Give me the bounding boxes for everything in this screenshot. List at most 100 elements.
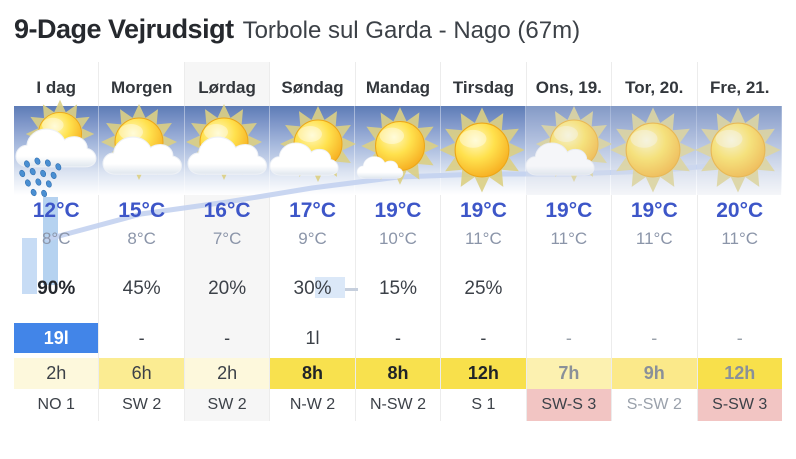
low-temp: 8°C (41, 229, 71, 248)
high-temp: 17°C (289, 199, 336, 222)
sun-hours-cell: 8h (355, 358, 442, 389)
day-header[interactable]: Ons, 19. (527, 62, 613, 106)
wind-cell: S 1 (441, 389, 527, 421)
sun-with-cloud-icon (270, 108, 355, 195)
wind-cell: S-SW 2 (612, 389, 698, 421)
precip-probability-cell (698, 265, 782, 322)
precip-amount-row: 19l - - 1l - - - - - (14, 322, 782, 358)
day-header[interactable]: Tirsdag (441, 62, 527, 106)
day-header[interactable]: Fre, 21. (709, 78, 770, 97)
sun-hours-row: 2h 6h 2h 8h 8h 12h 7h 9h 12h (14, 358, 782, 389)
day-header[interactable]: Tor, 20. (612, 62, 698, 106)
sun-hours-cell: 12h (441, 358, 527, 389)
high-temp: 15°C (118, 199, 166, 222)
temperature-cell: 17°C 9°C (270, 195, 356, 265)
temperature-cell: 19°C 11°C (527, 195, 613, 265)
day-header[interactable]: Mandag (356, 62, 442, 106)
temperature-cell: 19°C 11°C (612, 195, 698, 265)
sun-behind-cloud-icon (184, 108, 269, 195)
sun-hours-cell: 6h (99, 358, 185, 389)
forecast-table: I dag Morgen Lørdag Søndag Mandag Tirsda… (14, 62, 782, 421)
precip-amount-cell: - (356, 322, 442, 358)
wind-cell: SW 2 (99, 389, 185, 421)
high-temp: 19°C (545, 199, 593, 222)
wind-cell: SW-S 3 (526, 389, 613, 421)
sun-hours-cell: 9h (612, 358, 698, 389)
precip-probability-cell: 90% (14, 265, 100, 322)
precip-amount-cell: - (99, 322, 185, 358)
precipitation-bar-small (315, 277, 345, 298)
weather-icon-cell (185, 106, 270, 195)
weather-icon-cell (441, 106, 526, 195)
temperature-cell: 19°C 10°C (356, 195, 442, 265)
sun-hours-cell: 7h (526, 358, 613, 389)
sun-small-cloud-icon (355, 108, 440, 195)
high-temp: 16°C (203, 199, 251, 222)
precip-probability-cell: 25% (441, 265, 527, 322)
precipitation-bar (22, 238, 37, 294)
location-subtitle: Torbole sul Garda - Nago (67m) (242, 17, 581, 44)
precipitation-dash (345, 288, 358, 291)
temperature-cell: 15°C 8°C (99, 195, 185, 265)
wind-cell: S-SW 3 (697, 389, 782, 421)
low-temp: 7°C (212, 229, 242, 248)
precip-amount-cell: - (527, 322, 613, 358)
weather-icon-cell (697, 106, 782, 195)
low-temp: 11°C (635, 229, 673, 248)
precip-probability-cell: 20% (184, 265, 271, 322)
high-temp: 19°C (630, 199, 678, 222)
precip-amount-cell: 1l (270, 322, 356, 358)
day-header[interactable]: Lørdag (184, 62, 271, 106)
temperature-cell: 16°C 7°C (184, 195, 271, 265)
wind-cell: NO 1 (14, 389, 100, 421)
weather-icon-cell (270, 106, 355, 195)
day-header[interactable]: Søndag (270, 62, 356, 106)
precip-amount-cell: - (736, 327, 743, 348)
sun-with-cloud-icon (526, 108, 611, 195)
sun-hours-cell: 12h (697, 358, 782, 389)
precip-probability-cell (612, 265, 698, 322)
low-temp: 9°C (298, 229, 327, 248)
wind-cell: SW 2 (184, 389, 271, 421)
weather-icon-cell (611, 106, 697, 195)
low-temp: 10°C (378, 229, 417, 248)
weather-icon-cell (99, 106, 185, 195)
weather-icon-cell (14, 106, 100, 195)
precip-probability-cell (527, 265, 613, 322)
low-temp: 8°C (127, 229, 156, 248)
sun-hours-cell: 2h (14, 358, 100, 389)
precip-amount-cell: - (184, 322, 271, 358)
precip-probability-cell: 30% (270, 265, 356, 322)
forecast-title: 9-Dage Vejrudsigt (14, 14, 234, 44)
day-header[interactable]: Morgen (99, 62, 185, 106)
high-temp: 20°C (716, 199, 764, 222)
wind-cell: N-W 2 (270, 389, 356, 421)
precip-probability-row: 90% 45% 20% 30% 15% 25% (14, 265, 782, 322)
low-temp: 11°C (465, 229, 502, 248)
high-temp: 19°C (374, 199, 422, 222)
wind-row: NO 1 SW 2 SW 2 N-W 2 N-SW 2 S 1 SW-S 3 S… (14, 389, 782, 421)
sun-hours-cell: 8h (270, 358, 356, 389)
temperature-cell: 19°C 11°C (441, 195, 527, 265)
weather-icon-row (14, 106, 782, 195)
day-header-row: I dag Morgen Lørdag Søndag Mandag Tirsda… (14, 62, 782, 106)
low-temp: 11°C (721, 229, 759, 248)
precip-amount-cell: - (612, 322, 698, 358)
sun-behind-cloud-icon (99, 108, 184, 195)
day-header[interactable]: I dag (14, 62, 100, 106)
sunny-icon (611, 108, 696, 195)
high-temp: 19°C (459, 199, 507, 222)
sun-cloud-rain-icon (14, 108, 99, 195)
precip-probability-cell: 45% (99, 265, 185, 322)
weather-icon-cell (355, 106, 441, 195)
temperature-row: 12°C 8°C 15°C 8°C 16°C 7°C 17°C 9°C 19°C 10°C… (14, 195, 782, 265)
precip-probability-cell: 15% (356, 265, 442, 322)
wind-cell: N-SW 2 (356, 389, 442, 421)
high-temp: 12°C (32, 199, 80, 222)
weather-icon-cell (526, 106, 611, 195)
sunny-icon (440, 108, 525, 195)
temperature-cell: 20°C 11°C (698, 195, 782, 265)
page-title: 9-Dage Vejrudsigt Torbole sul Garda - Nag… (14, 14, 580, 45)
precip-amount-cell: 19l (14, 322, 100, 358)
